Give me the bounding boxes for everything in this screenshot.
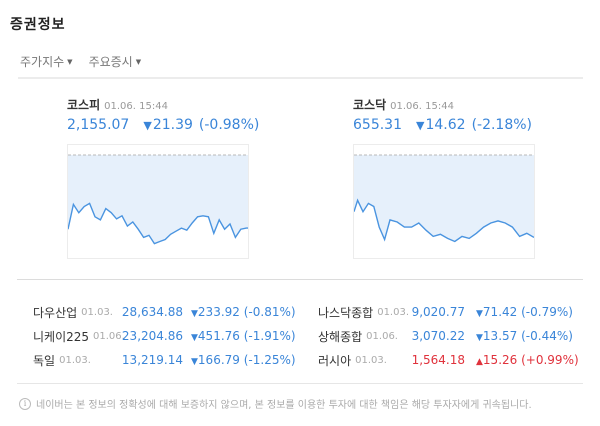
change-percent: (-1.25%) — [243, 353, 296, 367]
section-title: 증권정보 — [10, 17, 66, 33]
market-date: 01.06. — [93, 330, 125, 342]
index-kosdaq[interactable]: 코스닥 01.06. 15:44 655.31 ▼ 14.62 (-2.18%) — [353, 96, 532, 133]
change-value: 166.79 — [197, 353, 240, 367]
market-price: 23,204.86 — [121, 329, 183, 343]
info-icon: i — [19, 397, 31, 410]
kospi-chart[interactable] — [67, 144, 249, 259]
change-value: 233.92 — [197, 305, 240, 319]
index-change: 14.62 — [425, 117, 466, 133]
market-row-nikkei[interactable]: 니케이225 01.06. 23,204.86 ▼451.76 (-1.91%) — [33, 324, 296, 348]
down-arrow-icon: ▼ — [191, 333, 198, 343]
market-name: 나스닥종합 — [318, 305, 374, 320]
disclaimer: i 네이버는 본 정보의 정확성에 대해 보증하지 않으며, 본 정보를 이용한… — [19, 396, 532, 411]
market-row-russia[interactable]: 러시아 01.03. 1,564.18 ▲15.26 (+0.99%) — [318, 348, 583, 372]
index-name: 코스피 — [67, 98, 101, 112]
tab-divider — [18, 77, 583, 79]
market-row-shanghai[interactable]: 상해종합 01.06. 3,070.22 ▼13.57 (-0.44%) — [318, 324, 583, 348]
market-change: ▼451.76 (-1.91%) — [191, 329, 296, 343]
market-list-right: 나스닥종합 01.03. 9,020.77 ▼71.42 (-0.79%) 상해… — [318, 300, 583, 372]
down-arrow-icon: ▼ — [476, 309, 483, 319]
market-change: ▼166.79 (-1.25%) — [191, 353, 296, 367]
index-change: 21.39 — [152, 117, 193, 133]
index-price: 2,155.07 — [67, 117, 130, 133]
down-arrow-icon: ▼ — [191, 357, 198, 367]
market-row-germany[interactable]: 독일 01.03. 13,219.14 ▼166.79 (-1.25%) — [33, 348, 296, 372]
change-value: 13.57 — [482, 329, 518, 343]
caret-down-icon: ▼ — [67, 57, 73, 66]
market-price: 13,219.14 — [121, 353, 183, 367]
index-kospi[interactable]: 코스피 01.06. 15:44 2,155.07 ▼ 21.39 (-0.98… — [67, 96, 259, 133]
kosdaq-chart-svg — [354, 154, 534, 243]
market-date: 01.03. — [377, 306, 410, 318]
divider — [17, 383, 583, 384]
market-name: 상해종합 — [318, 329, 363, 344]
market-name: 러시아 — [318, 353, 352, 368]
change-value: 71.42 — [482, 305, 518, 319]
down-arrow-icon: ▼ — [476, 333, 483, 343]
change-percent: (-0.79%) — [521, 305, 573, 319]
market-change: ▼233.92 (-0.81%) — [191, 305, 296, 319]
kospi-chart-svg — [68, 154, 248, 245]
disclaimer-text: 네이버는 본 정보의 정확성에 대해 보증하지 않으며, 본 정보를 이용한 투… — [36, 400, 532, 411]
market-date: 01.03. — [355, 354, 387, 366]
market-price: 28,634.88 — [121, 305, 183, 319]
tab-major-markets[interactable]: 주요증시 ▼ — [89, 53, 142, 70]
market-date: 01.03. — [59, 354, 91, 366]
tab-stock-index[interactable]: 주가지수 ▼ — [20, 53, 73, 70]
change-percent: (-1.91%) — [243, 329, 296, 343]
index-time: 01.06. 15:44 — [390, 101, 454, 112]
market-change: ▼71.42 (-0.79%) — [476, 305, 573, 319]
caret-down-icon: ▼ — [135, 57, 142, 66]
market-change: ▼13.57 (-0.44%) — [476, 329, 573, 343]
market-row-dow[interactable]: 다우산업 01.03. 28,634.88 ▼233.92 (-0.81%) — [33, 300, 296, 324]
down-arrow-icon: ▼ — [416, 119, 425, 132]
divider — [17, 279, 583, 280]
market-name: 독일 — [33, 353, 56, 368]
market-price: 1,564.18 — [411, 353, 465, 367]
market-change: ▲15.26 (+0.99%) — [476, 353, 579, 367]
market-row-nasdaq[interactable]: 나스닥종합 01.03. 9,020.77 ▼71.42 (-0.79%) — [318, 300, 583, 324]
index-time: 01.06. 15:44 — [104, 101, 168, 112]
kosdaq-chart[interactable] — [353, 144, 535, 259]
market-price: 9,020.77 — [411, 305, 465, 319]
down-arrow-icon: ▼ — [143, 119, 152, 132]
market-price: 3,070.22 — [411, 329, 465, 343]
change-percent: (-0.44%) — [521, 329, 573, 343]
index-percent: (-2.18%) — [471, 117, 533, 133]
down-arrow-icon: ▼ — [191, 309, 198, 319]
index-name: 코스닥 — [353, 98, 387, 112]
tab-label: 주요증시 — [88, 55, 133, 69]
market-list-left: 다우산업 01.03. 28,634.88 ▼233.92 (-0.81%) 니… — [33, 300, 296, 372]
change-percent: (-0.81%) — [243, 305, 296, 319]
up-arrow-icon: ▲ — [476, 357, 483, 367]
change-value: 451.76 — [197, 329, 240, 343]
market-name: 다우산업 — [33, 305, 78, 320]
market-date: 01.03. — [81, 306, 113, 318]
index-percent: (-0.98%) — [198, 117, 260, 133]
market-date: 01.06. — [366, 330, 398, 342]
tab-bar: 주가지수 ▼ 주요증시 ▼ — [20, 53, 141, 70]
tab-label: 주가지수 — [20, 55, 65, 69]
change-value: 15.26 — [482, 353, 518, 367]
change-percent: (+0.99%) — [521, 353, 579, 367]
index-price: 655.31 — [353, 117, 402, 133]
market-name: 니케이225 — [33, 329, 90, 344]
